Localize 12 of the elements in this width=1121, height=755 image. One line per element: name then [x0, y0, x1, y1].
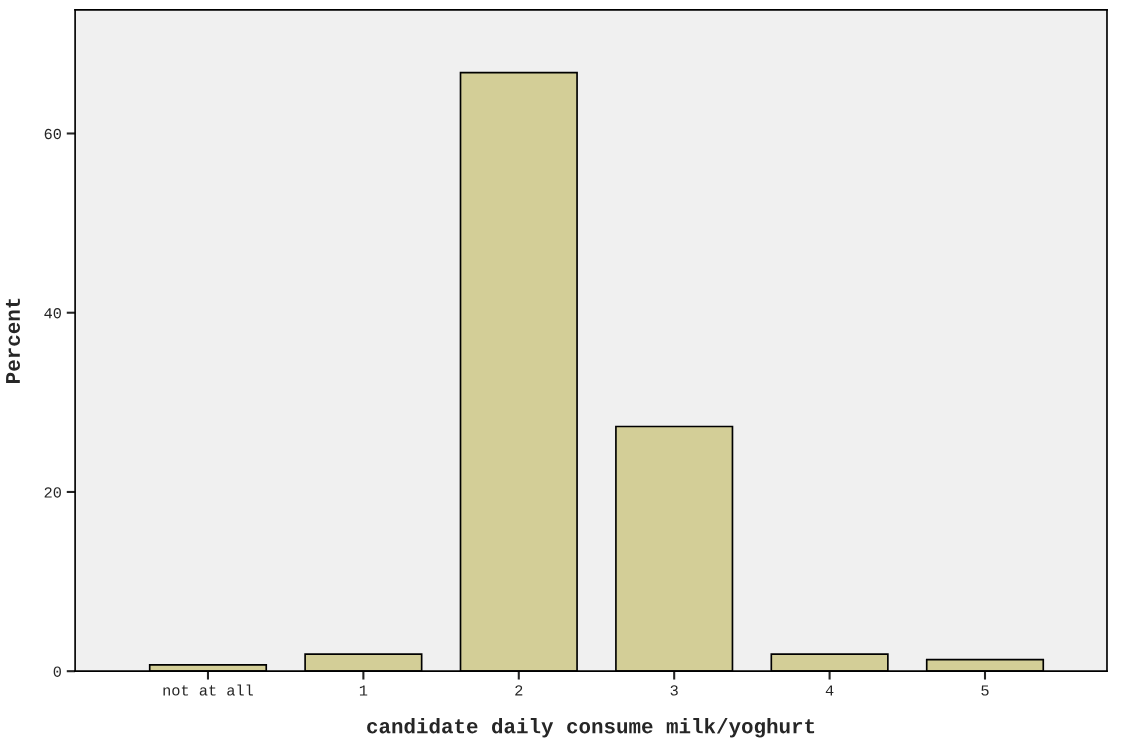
x-tick-label: 3: [670, 685, 678, 696]
y-axis-title: Percent: [5, 298, 21, 383]
y-tick-label: 40: [44, 308, 61, 319]
y-tick-label: 20: [44, 487, 61, 498]
x-axis-title: candidate daily consume milk/yoghurt: [367, 718, 815, 738]
y-tick-label: 0: [53, 666, 61, 677]
x-tick-label: 1: [359, 685, 368, 696]
x-tick-label: 5: [981, 685, 989, 696]
x-tick-label: 4: [825, 685, 834, 696]
x-tick-label: not at all: [163, 684, 253, 696]
x-tick-label: 2: [515, 685, 523, 696]
y-tick-label: 60: [44, 128, 61, 140]
